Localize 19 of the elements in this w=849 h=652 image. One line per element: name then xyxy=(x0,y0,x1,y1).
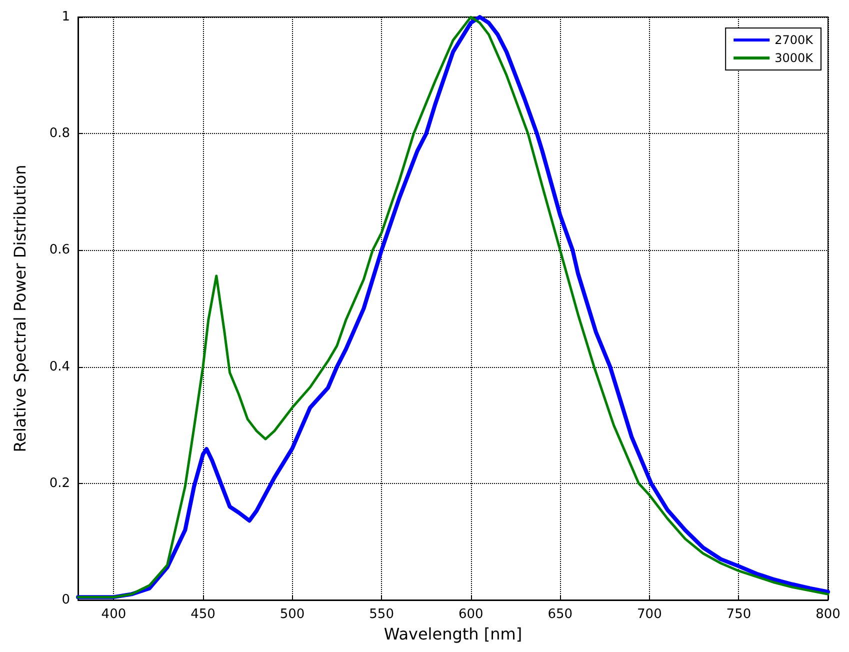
x-tick-label: 800 xyxy=(816,607,840,622)
x-tick-label: 650 xyxy=(548,607,573,622)
x-tick-label: 450 xyxy=(190,607,216,622)
x-tick-label: 400 xyxy=(101,607,126,622)
x-axis-title: Wavelength [nm] xyxy=(384,624,522,644)
x-tick-label: 750 xyxy=(726,607,752,622)
y-tick-label: 1 xyxy=(62,10,70,24)
legend-label: 3000K xyxy=(774,51,814,65)
y-tick-label: 0.8 xyxy=(49,126,70,142)
y-tick-label: 0.4 xyxy=(49,359,70,374)
legend-label: 2700K xyxy=(774,33,814,47)
x-tick-label: 700 xyxy=(637,607,662,622)
y-tick-label: 0.6 xyxy=(49,242,70,258)
x-tick-label: 500 xyxy=(280,607,305,622)
y-axis-title: Relative Spectral Power Distribution xyxy=(10,164,30,452)
x-tick-label: 550 xyxy=(369,607,394,622)
y-tick-label: 0 xyxy=(62,592,70,608)
y-tick-label: 0.2 xyxy=(49,476,70,491)
x-tick-label: 600 xyxy=(458,607,484,622)
